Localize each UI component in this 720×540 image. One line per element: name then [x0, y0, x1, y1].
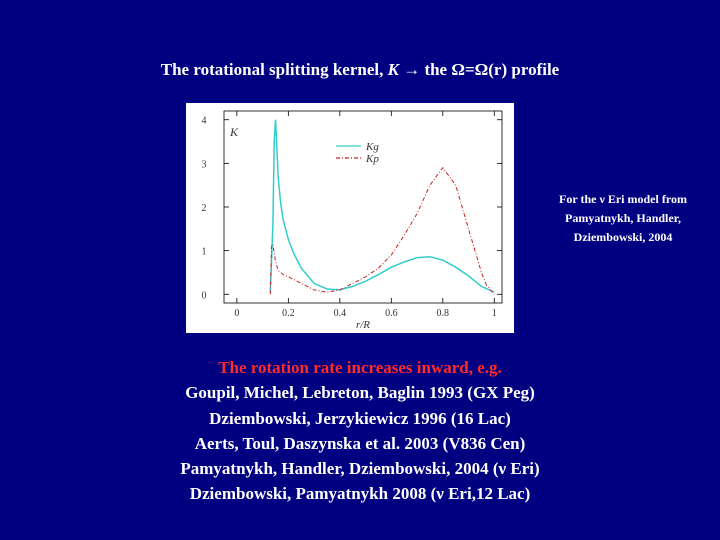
- legend-label: Kp: [365, 153, 379, 165]
- reference-item: Goupil, Michel, Lebreton, Baglin 1993 (G…: [185, 383, 535, 403]
- plot-frame: [223, 110, 503, 304]
- x-tick-label: 1: [492, 308, 497, 319]
- series-line-kg: [269, 119, 495, 293]
- x-axis-label: r/R: [356, 319, 370, 331]
- headline-text: The rotation rate increases inward, e.g.: [218, 358, 502, 377]
- note-line: Dziembowski, 2004: [573, 230, 673, 244]
- x-tick-label: 0.2: [282, 308, 295, 319]
- y-tick-label: 0: [202, 290, 207, 301]
- arrow-icon: →: [403, 60, 421, 79]
- y-axis-label: K: [229, 125, 239, 139]
- x-tick-label: 0.4: [334, 308, 347, 319]
- y-tick-label: 4: [202, 116, 207, 127]
- series-line-kp: [269, 166, 495, 295]
- reference-item: Dziembowski, Jerzykiewicz 1996 (16 Lac): [209, 408, 511, 428]
- reference-item: Dziembowski, Pamyatnykh 2008 (ν Eri,12 L…: [189, 484, 531, 504]
- note-line: Pamyatnykh, Handler,: [565, 211, 681, 225]
- y-tick-label: 2: [202, 203, 207, 214]
- reference-item: Aerts, Toul, Daszynska et al. 2003 (V836…: [194, 433, 526, 453]
- model-note: For the ν Eri model from Pamyatnykh, Han…: [528, 190, 718, 247]
- title-text-1: The rotational splitting kernel,: [160, 60, 388, 79]
- note-line: For the ν Eri model from: [559, 192, 687, 206]
- title-text-2: the Ω=Ω(r) profile: [420, 60, 560, 79]
- references-block: The rotation rate increases inward, e.g.…: [0, 355, 720, 507]
- slide-title: The rotational splitting kernel, K → the…: [0, 60, 720, 80]
- x-tick-label: 0.6: [385, 308, 398, 319]
- legend-label: Kg: [365, 141, 379, 153]
- y-tick-label: 1: [202, 247, 207, 258]
- x-tick-label: 0: [234, 308, 239, 319]
- title-kernel-symbol: K: [387, 60, 399, 79]
- kernel-plot: 0 0.2 0.4 0.6 0.8 1 0 1 2 3 4 r/R K Kg Kp: [186, 103, 514, 333]
- x-tick-label: 0.8: [437, 308, 450, 319]
- reference-item: Pamyatnykh, Handler, Dziembowski, 2004 (…: [180, 459, 540, 479]
- y-tick-label: 3: [202, 159, 207, 170]
